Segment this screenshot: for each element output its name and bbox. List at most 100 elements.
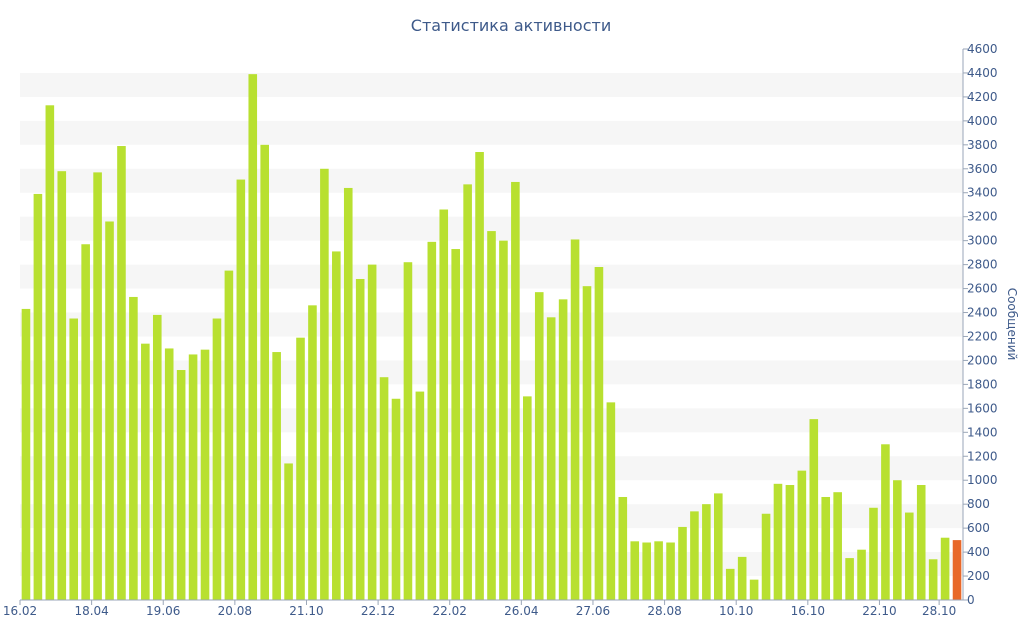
x-tick-label: 22.12 <box>361 604 395 618</box>
bar <box>487 231 496 600</box>
bar <box>869 507 878 600</box>
bar <box>785 485 795 600</box>
bar <box>511 181 520 601</box>
bar <box>654 541 663 600</box>
bar <box>499 240 508 601</box>
bar <box>558 299 568 600</box>
bar <box>439 209 449 600</box>
bar <box>451 249 460 600</box>
bar <box>749 579 759 600</box>
bar <box>272 352 281 600</box>
x-tick-label: 28.10 <box>922 604 956 618</box>
bar <box>296 337 305 600</box>
y-tick-label: 1400 <box>967 425 998 439</box>
bar <box>809 419 819 600</box>
bar-current <box>952 540 962 600</box>
bar <box>320 168 329 601</box>
bar <box>93 172 102 600</box>
y-tick-label: 3400 <box>967 186 998 200</box>
y-tick-label: 1000 <box>967 473 998 487</box>
y-tick-label: 4000 <box>967 114 998 128</box>
grid-band <box>20 168 963 193</box>
y-tick-label: 1800 <box>967 377 998 391</box>
y-tick-label: 2400 <box>967 306 998 320</box>
bar <box>594 267 604 600</box>
bar <box>188 354 198 600</box>
bar <box>379 377 389 600</box>
x-tick-label: 20.08 <box>218 604 252 618</box>
bar <box>355 278 365 600</box>
y-axis-ticks: 0 200 400 600 800 1000 1200 1400 1600 1800 2000 220… <box>963 42 998 607</box>
bar <box>33 193 43 600</box>
bar <box>582 286 592 600</box>
bar <box>57 171 67 600</box>
bar <box>666 542 675 600</box>
bar <box>164 348 174 600</box>
bar <box>714 493 723 600</box>
bar <box>857 549 866 600</box>
bar <box>546 317 556 600</box>
y-tick-label: 3000 <box>967 234 998 248</box>
bar-series <box>21 74 962 601</box>
x-tick-label: 10.10 <box>719 604 753 618</box>
y-tick-label: 1200 <box>967 449 998 463</box>
y-tick-label: 200 <box>967 569 990 583</box>
grid-band <box>20 72 963 97</box>
x-tick-label: 16.10 <box>791 604 825 618</box>
bar <box>523 396 532 600</box>
bar <box>881 444 890 600</box>
y-tick-label: 2600 <box>967 282 998 296</box>
y-tick-label: 2800 <box>967 258 998 272</box>
bar <box>833 492 842 600</box>
bar <box>463 184 472 600</box>
x-tick-label: 27.06 <box>576 604 610 618</box>
bar <box>367 264 377 600</box>
x-axis-ticks: 16.02 18.04 19.06 20.08 21.10 22.12 22.02 26.04… <box>3 600 956 618</box>
y-tick-label: 4200 <box>967 90 998 104</box>
bar <box>415 391 425 600</box>
bar <box>81 244 90 600</box>
bar <box>45 105 55 601</box>
bar <box>690 511 699 600</box>
bar <box>308 305 317 600</box>
y-tick-label: 400 <box>967 545 990 559</box>
y-tick-label: 600 <box>967 521 990 535</box>
y-axis-title: Сообщений <box>1005 288 1019 361</box>
x-tick-label: 16.02 <box>3 604 37 618</box>
chart-title: Статистика активности <box>411 16 611 35</box>
bar <box>928 559 938 600</box>
x-tick-label: 18.04 <box>74 604 108 618</box>
bar <box>212 318 222 600</box>
bar <box>343 187 353 601</box>
bar <box>797 470 807 600</box>
bar <box>248 74 258 600</box>
grid-band <box>20 120 963 145</box>
x-tick-label: 28.08 <box>647 604 681 618</box>
bar <box>129 296 138 600</box>
bar <box>904 512 914 600</box>
bar <box>152 314 162 600</box>
bar <box>893 480 902 600</box>
bar <box>21 308 31 600</box>
bar <box>534 292 544 600</box>
bar <box>642 542 651 600</box>
bar <box>117 146 126 600</box>
bar <box>260 144 269 600</box>
bar <box>427 241 437 600</box>
bar <box>200 349 210 600</box>
y-tick-label: 4600 <box>967 42 998 56</box>
bar <box>236 179 246 600</box>
bar <box>940 537 950 600</box>
bar <box>176 370 186 600</box>
x-tick-label: 22.02 <box>433 604 467 618</box>
y-tick-label: 800 <box>967 497 990 511</box>
y-tick-label: 2000 <box>967 353 998 367</box>
bar <box>475 152 484 600</box>
y-tick-label: 3800 <box>967 138 998 152</box>
x-tick-label: 19.06 <box>146 604 180 618</box>
bar <box>391 398 401 600</box>
y-tick-label: 1600 <box>967 401 998 415</box>
x-tick-label: 22.10 <box>862 604 896 618</box>
bar <box>403 262 413 600</box>
bar <box>630 541 640 600</box>
